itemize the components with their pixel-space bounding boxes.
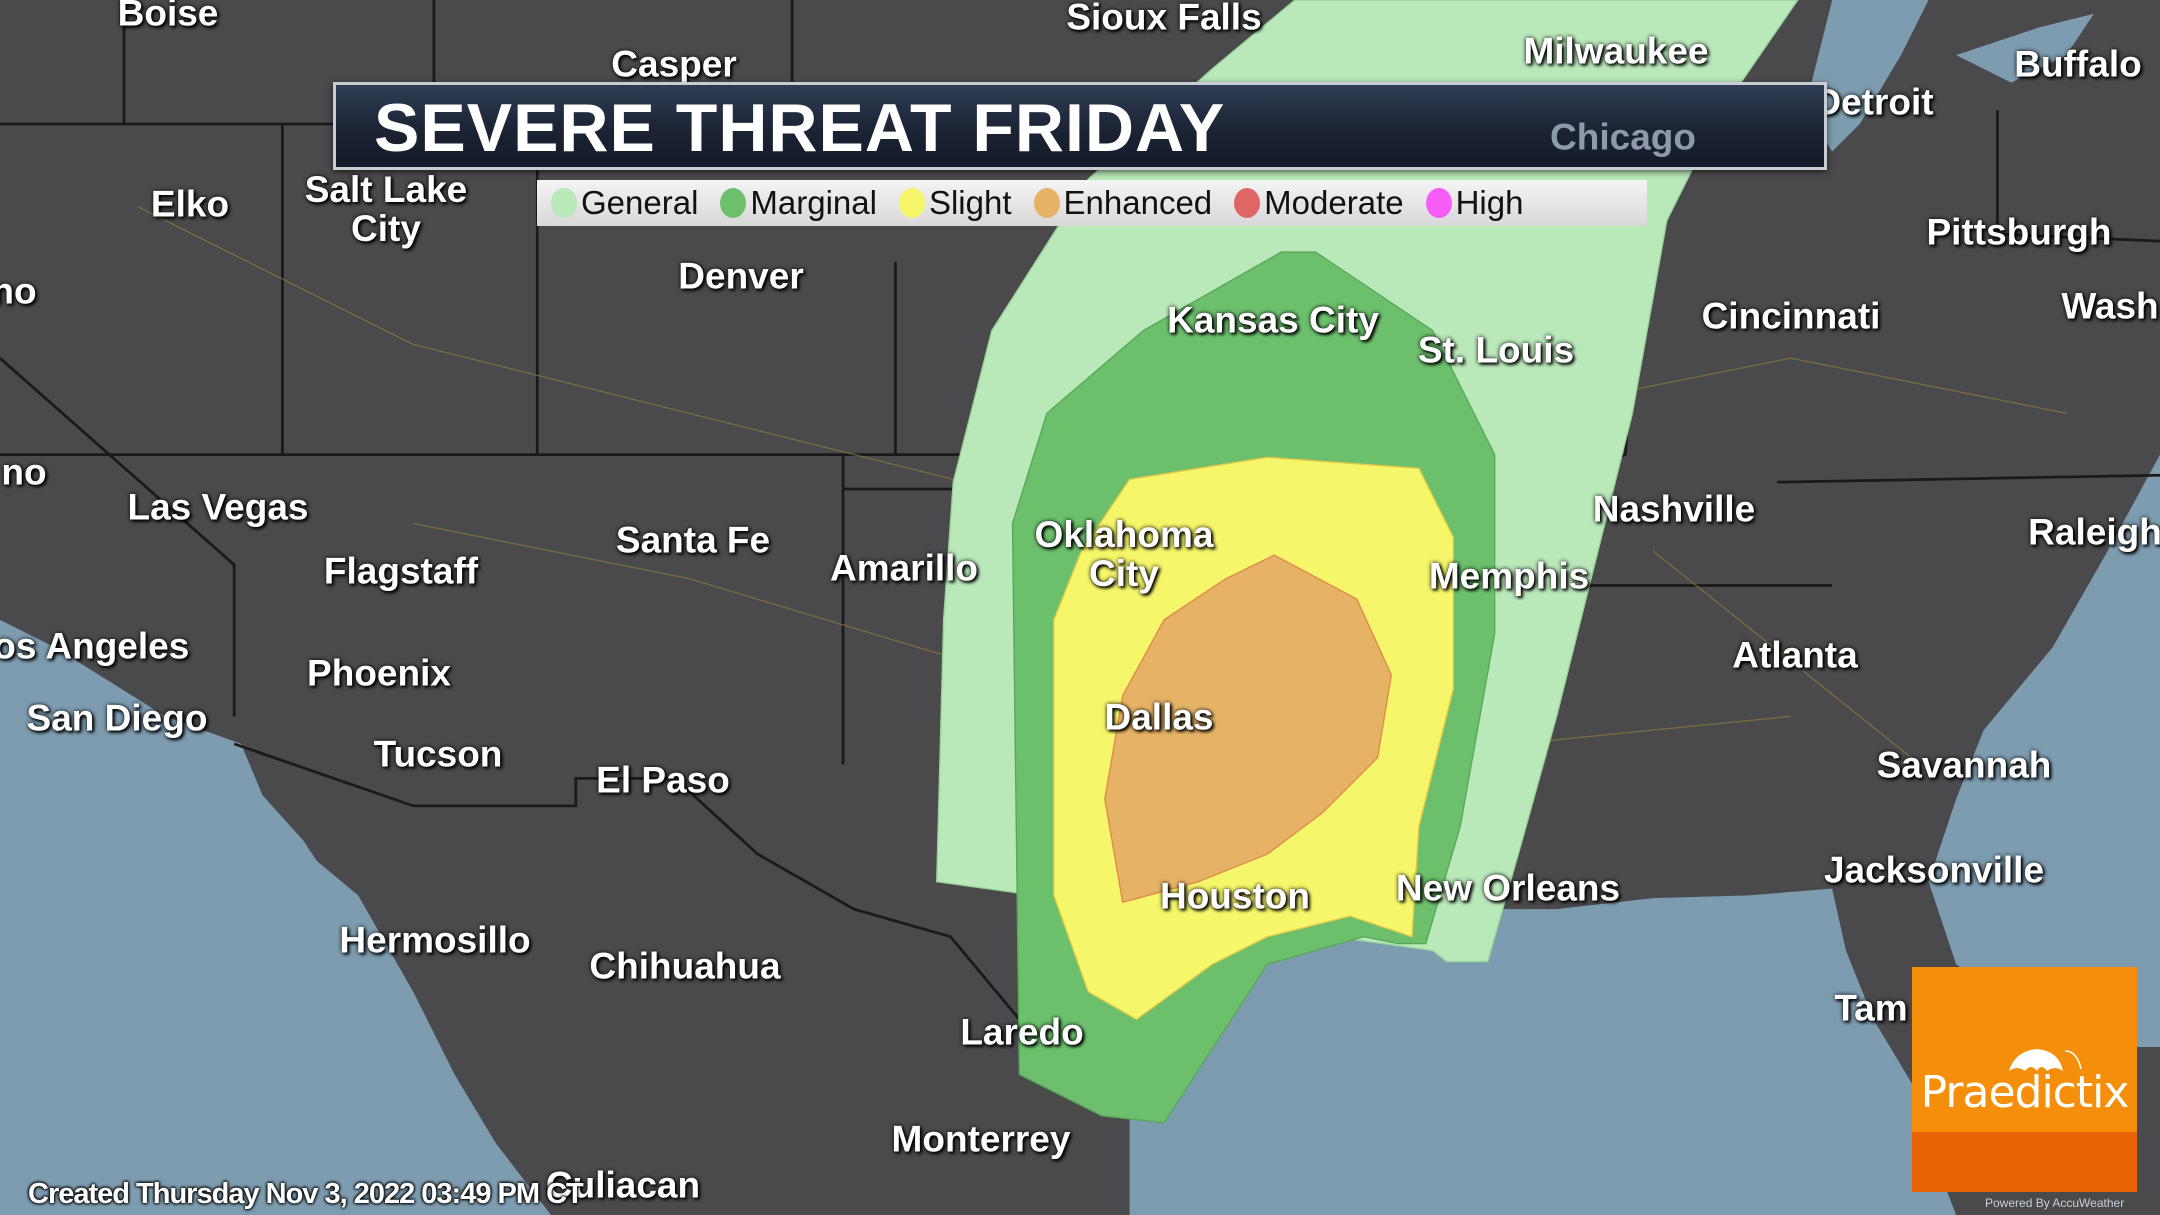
legend-item-moderate: Moderate	[1234, 184, 1404, 222]
city-label: Amarillo	[829, 547, 979, 589]
legend-swatch	[1234, 188, 1261, 218]
legend-item-slight: Slight	[898, 184, 1012, 222]
pacific-ocean	[0, 619, 552, 1215]
city-label: Sioux Falls	[1066, 0, 1262, 38]
city-label: Casper	[611, 43, 737, 85]
city-label: El Paso	[596, 759, 730, 801]
legend-swatch	[551, 188, 577, 218]
city-label: Tucson	[373, 733, 503, 775]
praedictix-logo: Praedictix	[1912, 967, 2137, 1192]
gulf-of-mexico	[1129, 888, 1957, 1215]
logo-band	[1912, 1132, 2137, 1192]
city-label: Pittsburgh	[1926, 211, 2112, 253]
legend-swatch	[720, 188, 747, 218]
city-label: Salt Lake City	[304, 169, 468, 249]
city-label: Cincinnati	[1701, 295, 1881, 337]
city-label: no	[1, 451, 47, 493]
legend-swatch	[1425, 188, 1452, 218]
city-label: Chicago	[1550, 116, 1696, 158]
city-label: Memphis	[1428, 555, 1590, 597]
city-label: Laredo	[960, 1011, 1084, 1053]
city-label: Monterrey	[891, 1118, 1071, 1160]
city-label: Kansas City	[1167, 299, 1379, 341]
atlantic-ocean	[1928, 454, 2160, 1047]
city-label: San Diego	[26, 697, 208, 739]
logo-text: Praedictix	[1920, 1067, 2130, 1118]
risk-enhanced	[1104, 554, 1393, 904]
legend-label: Slight	[928, 184, 1012, 221]
city-label: Elko	[150, 183, 230, 225]
legend-label: Enhanced	[1063, 184, 1213, 221]
legend-label: Moderate	[1264, 184, 1404, 221]
city-label: Oklahoma City	[1034, 514, 1214, 594]
city-label: Raleigh	[2028, 511, 2160, 553]
city-label: Chihuahua	[589, 945, 781, 987]
city-label: Nashville	[1592, 488, 1756, 530]
city-label: Buffalo	[2014, 43, 2142, 85]
legend-label: High	[1455, 184, 1524, 221]
city-label: Houston	[1159, 875, 1311, 917]
city-label: New Orleans	[1395, 867, 1621, 909]
legend-item-marginal: Marginal	[720, 184, 877, 222]
city-label: Savannah	[1876, 744, 2052, 786]
city-label: Jacksonville	[1823, 849, 2045, 891]
city-label: Boise	[117, 0, 219, 34]
legend-label: General	[581, 184, 699, 221]
city-label: Dallas	[1104, 696, 1214, 738]
created-timestamp: Created Thursday Nov 3, 2022 03:49 PM CT	[28, 1178, 584, 1210]
city-label: St. Louis	[1417, 329, 1575, 371]
city-label: Las Vegas	[127, 486, 309, 528]
title-banner: SEVERE THREAT FRIDAY	[333, 82, 1827, 170]
gulf-of-california	[241, 771, 441, 1089]
city-label: Flagstaff	[323, 550, 479, 592]
powered-by: Powered By AccuWeather	[1985, 1196, 2125, 1210]
city-label: Milwaukee	[1523, 30, 1709, 72]
umbrella-icon	[2009, 1049, 2082, 1071]
legend-item-enhanced: Enhanced	[1033, 184, 1213, 222]
city-label: Los Angeles	[0, 625, 190, 667]
great-lakes	[1804, 0, 2094, 152]
city-label: Detroit	[1814, 81, 1934, 123]
legend-item-general: General	[551, 184, 698, 222]
city-label: Atlanta	[1732, 634, 1858, 676]
city-label: Culiacan	[545, 1164, 701, 1206]
city-label: Hermosillo	[339, 919, 531, 961]
city-label: Tam	[1834, 987, 1908, 1029]
city-label: Phoenix	[307, 652, 451, 694]
legend-label: Marginal	[750, 184, 877, 221]
legend-swatch	[898, 188, 925, 218]
city-label: no	[0, 270, 37, 312]
city-label: Wash	[2061, 285, 2159, 327]
legend: General Marginal Slight Enhanced Moderat…	[537, 180, 1647, 226]
city-label: Denver	[678, 255, 804, 297]
legend-item-high: High	[1425, 184, 1524, 222]
legend-swatch	[1033, 188, 1060, 218]
page-title: SEVERE THREAT FRIDAY	[374, 90, 1226, 166]
city-label: Santa Fe	[615, 519, 771, 561]
